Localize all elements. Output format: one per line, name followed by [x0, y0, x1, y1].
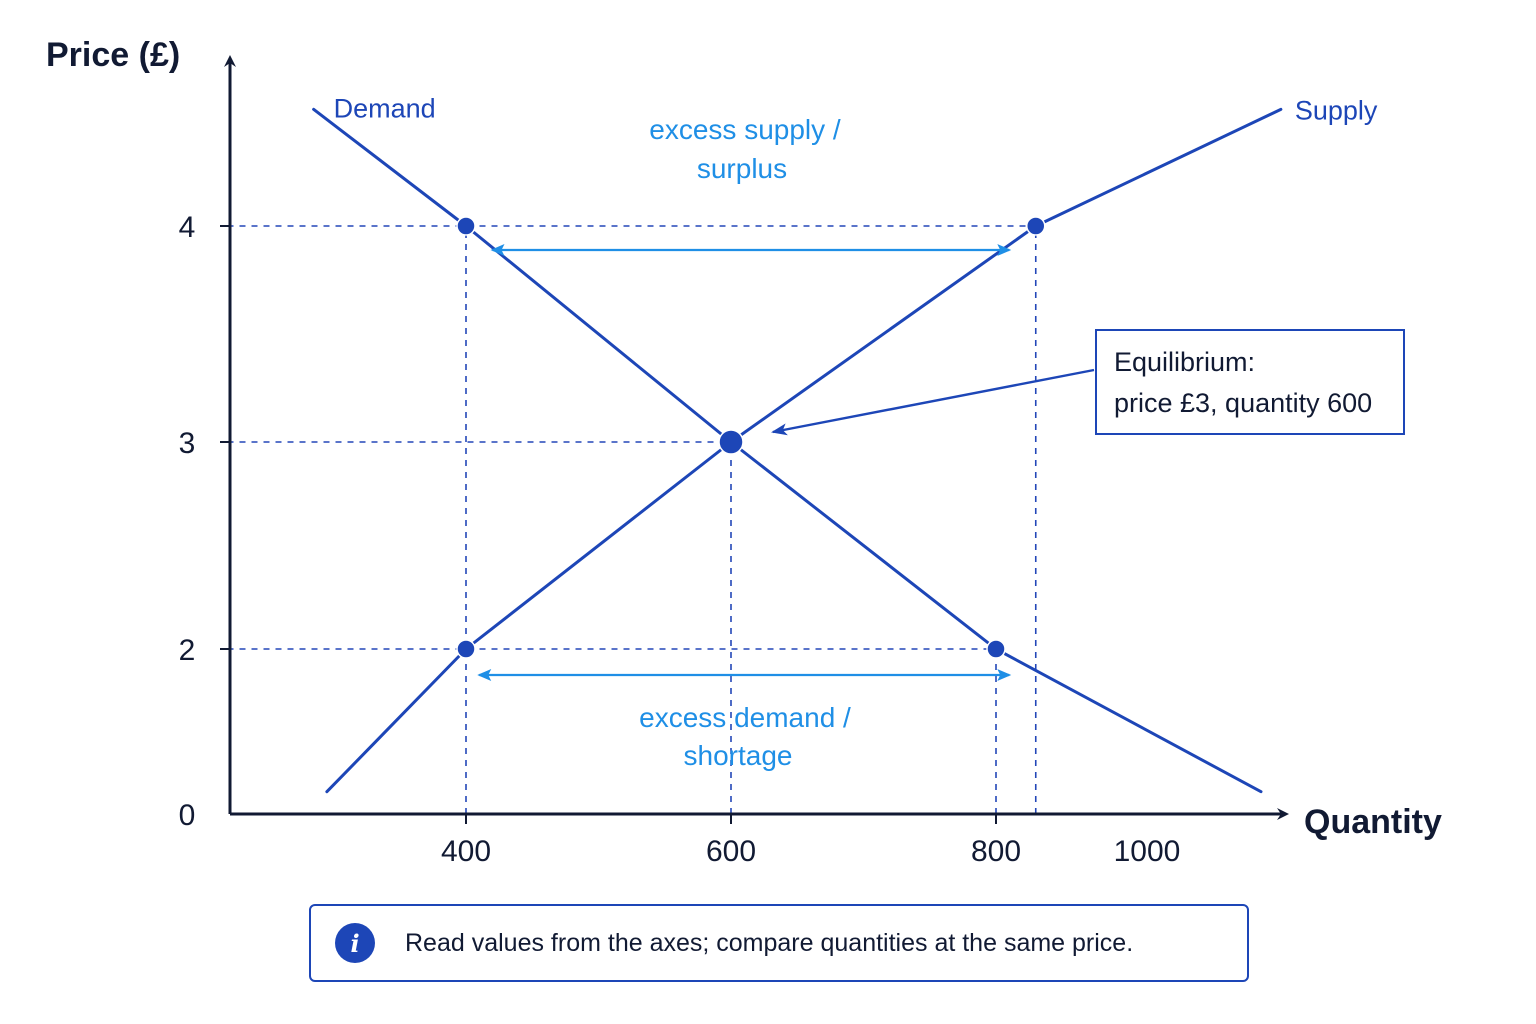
demand-curve [312, 107, 1263, 794]
excess-supply-label: excess supply / [649, 114, 841, 145]
equilibrium-callout-box [1095, 329, 1405, 435]
equilibrium-pointer-arrow [771, 368, 1095, 436]
info-text: Read values from the axes; compare quant… [405, 928, 1134, 957]
equilibrium-callout-title: Equilibrium: [1114, 347, 1255, 377]
point-demand-at-price-2 [986, 639, 1006, 659]
x-tick-label-1000: 1000 [1114, 835, 1181, 868]
supply-demand-chart: 0 2 3 4 400 600 800 1000 Price (£) Quantity Deman… [46, 36, 1442, 868]
demand-label: Demand [334, 93, 436, 123]
point-supply-at-price-4 [1026, 216, 1046, 236]
x-tick-label-800: 800 [971, 835, 1021, 868]
x-tick-label-400: 400 [441, 835, 491, 868]
x-axis-title: Quantity [1304, 803, 1442, 841]
point-demand-at-price-4 [456, 216, 476, 236]
info-note: i Read values from the axes; compare qua… [309, 904, 1249, 982]
supply-curve [325, 107, 1283, 794]
y-tick-label-2: 2 [179, 634, 196, 667]
y-tick-label-0: 0 [179, 799, 196, 832]
supply-label: Supply [1295, 95, 1378, 125]
surplus-label: surplus [697, 153, 787, 184]
info-icon: i [335, 923, 375, 963]
excess-demand-label: excess demand / [639, 702, 851, 733]
shortage-label: shortage [684, 740, 793, 771]
y-axis-title: Price (£) [46, 36, 180, 74]
point-supply-at-price-2 [456, 639, 476, 659]
x-tick-label-600: 600 [706, 835, 756, 868]
y-tick-label-3: 3 [179, 427, 196, 460]
equilibrium-callout-values: price £3, quantity 600 [1114, 388, 1372, 418]
point-equilibrium [718, 429, 744, 455]
y-tick-label-4: 4 [179, 211, 196, 244]
